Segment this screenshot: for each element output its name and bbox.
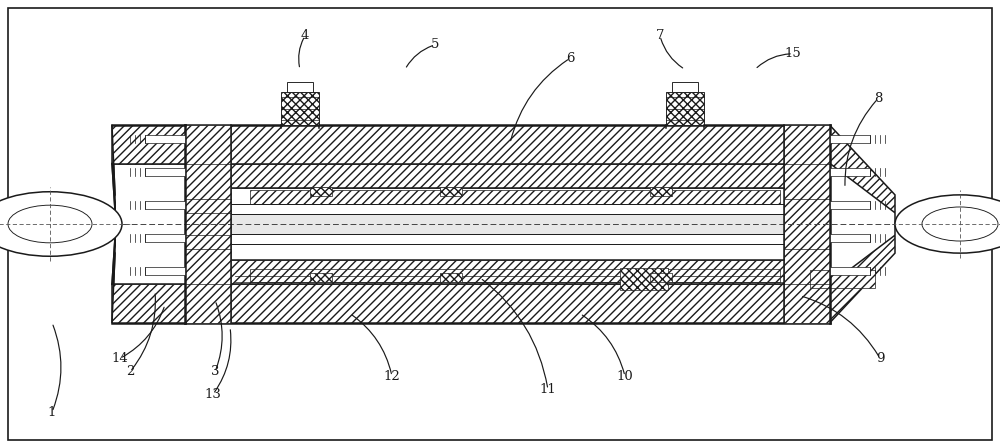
Text: 13: 13 bbox=[205, 388, 221, 401]
Bar bbox=[440, 187, 462, 196]
Bar bbox=[440, 273, 462, 282]
Text: 7: 7 bbox=[656, 29, 664, 43]
Bar bbox=[287, 82, 313, 92]
Bar bbox=[80, 211, 112, 237]
Bar bbox=[650, 273, 672, 282]
Polygon shape bbox=[830, 235, 895, 323]
Bar bbox=[230, 164, 790, 188]
Text: 14: 14 bbox=[112, 352, 128, 365]
Bar bbox=[830, 201, 870, 209]
Bar bbox=[310, 273, 332, 282]
Polygon shape bbox=[830, 125, 895, 213]
Text: 10: 10 bbox=[617, 370, 633, 383]
Polygon shape bbox=[112, 237, 115, 323]
Text: 9: 9 bbox=[876, 352, 884, 365]
Text: 2: 2 bbox=[126, 365, 134, 379]
Bar bbox=[666, 92, 704, 125]
Bar bbox=[250, 269, 780, 282]
Bar bbox=[145, 168, 185, 176]
Circle shape bbox=[0, 192, 122, 256]
Text: 6: 6 bbox=[566, 52, 574, 65]
Bar bbox=[230, 204, 792, 244]
Bar bbox=[830, 234, 870, 242]
Bar bbox=[145, 201, 185, 209]
Bar bbox=[830, 135, 870, 143]
Bar bbox=[810, 270, 875, 288]
Bar bbox=[185, 125, 231, 323]
Bar bbox=[230, 214, 792, 234]
Bar bbox=[230, 260, 790, 284]
Text: 4: 4 bbox=[301, 29, 309, 43]
Bar bbox=[620, 268, 668, 290]
Bar bbox=[281, 92, 319, 125]
Bar bbox=[185, 125, 830, 164]
Bar bbox=[784, 125, 830, 323]
Circle shape bbox=[8, 205, 92, 243]
Bar bbox=[145, 234, 185, 242]
Text: 15: 15 bbox=[785, 47, 801, 60]
Bar bbox=[112, 125, 185, 164]
Bar bbox=[830, 168, 870, 176]
Bar bbox=[250, 190, 780, 204]
Text: 12: 12 bbox=[384, 370, 400, 383]
Bar bbox=[672, 82, 698, 92]
Bar bbox=[650, 187, 672, 196]
Bar bbox=[145, 267, 185, 275]
Text: 3: 3 bbox=[211, 365, 219, 379]
Text: 8: 8 bbox=[874, 92, 882, 105]
Circle shape bbox=[895, 195, 1000, 253]
Text: 11: 11 bbox=[540, 383, 556, 396]
Bar bbox=[112, 284, 185, 323]
Bar bbox=[185, 284, 830, 323]
Bar bbox=[830, 267, 870, 275]
Text: 1: 1 bbox=[48, 405, 56, 419]
Bar bbox=[145, 135, 185, 143]
Polygon shape bbox=[112, 125, 115, 211]
Bar bbox=[310, 187, 332, 196]
Text: 5: 5 bbox=[431, 38, 439, 52]
Circle shape bbox=[922, 207, 998, 241]
